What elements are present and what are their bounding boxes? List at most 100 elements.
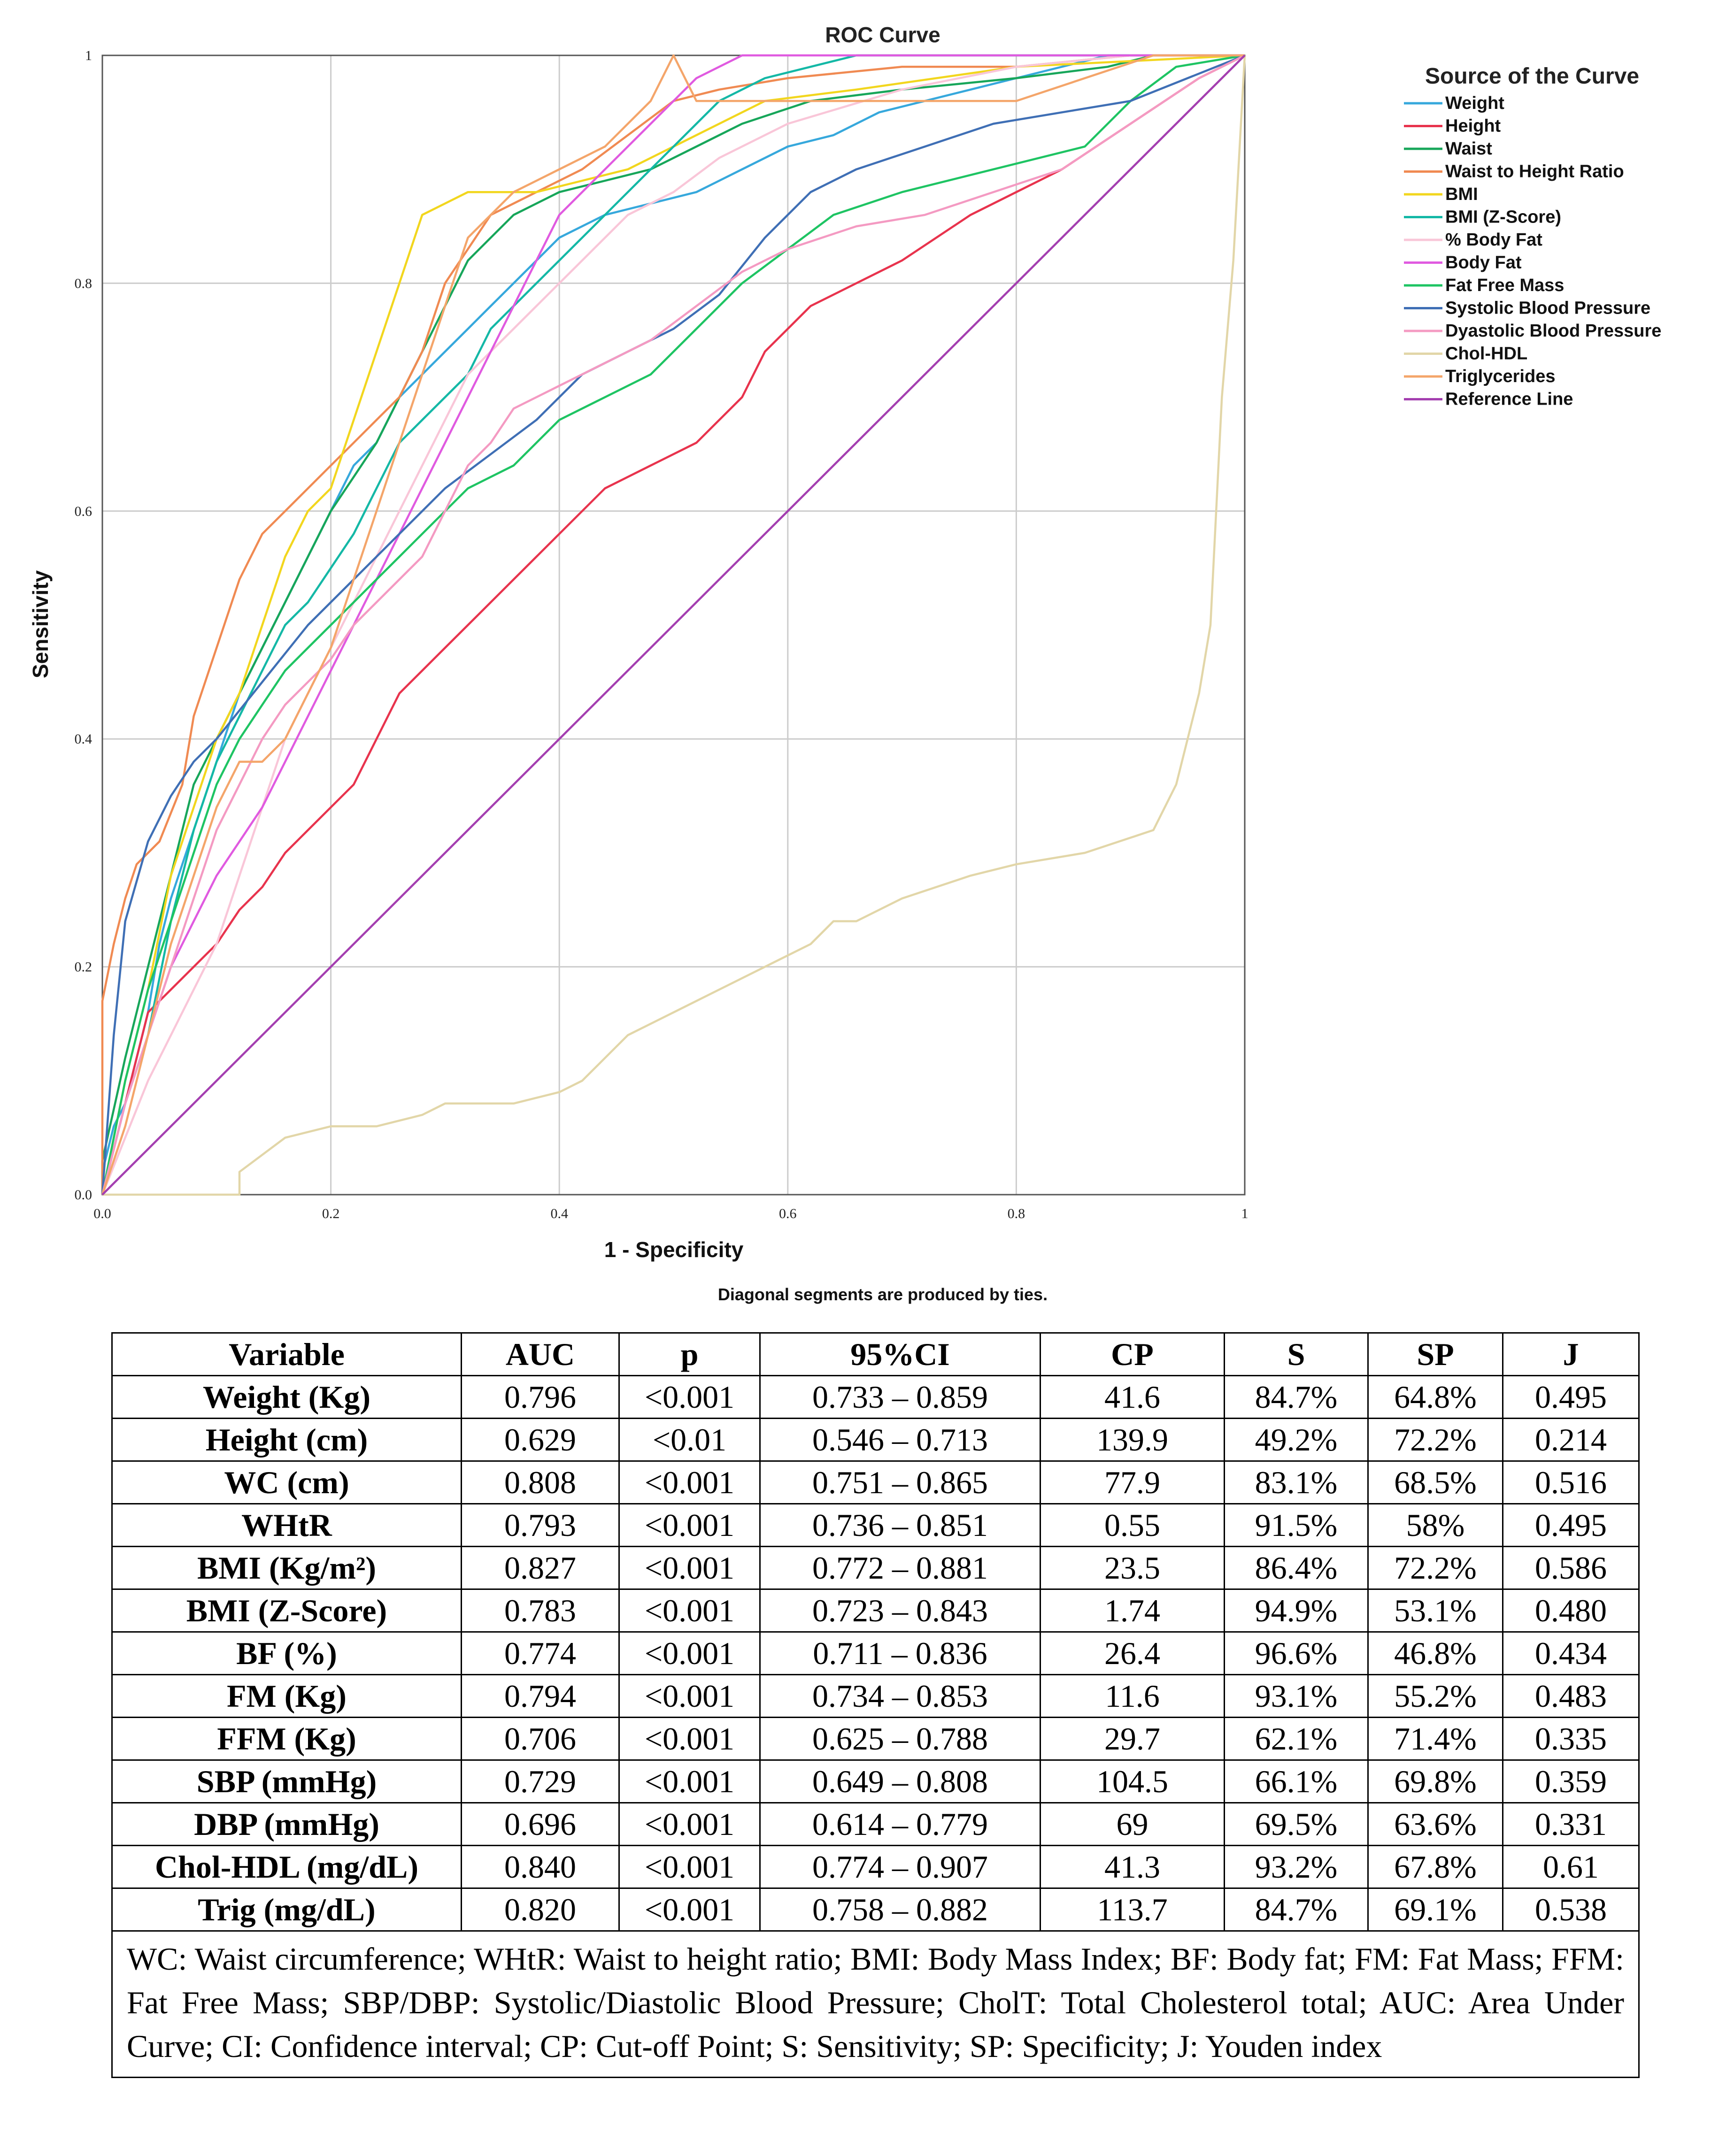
legend-label-reference-line: Reference Line [1445, 390, 1573, 409]
value-cell: 0.793 [461, 1503, 620, 1547]
table-row: Trig (mg/dL) 0.820 <0.001 0.758 – 0.882 113.… [111, 1887, 1640, 1932]
chart-title: ROC Curve [825, 23, 940, 47]
series-line-bmi-z-score [101, 54, 1245, 1195]
series-line-height [101, 54, 1246, 1195]
value-cell: 0.820 [461, 1887, 620, 1932]
table-row: FM (Kg) 0.794 <0.001 0.734 – 0.853 11.6 93.1%… [111, 1674, 1640, 1718]
variable-cell: Height (cm) [111, 1418, 462, 1462]
value-cell: 0.729 [461, 1759, 620, 1803]
legend-label-weight: Weight [1445, 93, 1504, 113]
legend-label-chol-hdl: Chol-HDL [1445, 344, 1527, 364]
legend-label-body-fat: Body Fat [1445, 253, 1522, 273]
header-cell: p [618, 1332, 761, 1376]
value-cell: 113.7 [1040, 1887, 1225, 1932]
value-cell: 0.359 [1502, 1759, 1640, 1803]
value-cell: 0.774 – 0.907 [759, 1845, 1041, 1889]
series-line-reference-line [101, 54, 1246, 1196]
value-cell: 0.614 – 0.779 [759, 1802, 1041, 1846]
legend-label-bmi: BMI [1445, 184, 1478, 204]
variable-cell: WC (cm) [111, 1460, 462, 1504]
legend-label-triglycerides: Triglycerides [1445, 367, 1555, 386]
value-cell: 0.711 – 0.836 [759, 1631, 1041, 1675]
y-tick-label: 0.2 [75, 959, 92, 975]
value-cell: <0.001 [618, 1674, 761, 1718]
series-line-weight [101, 54, 1245, 1195]
x-axis-label: 1 - Specificity [604, 1237, 744, 1262]
value-cell: 0.516 [1502, 1460, 1640, 1504]
series-line-body-fat [101, 54, 1245, 1195]
value-cell: 41.3 [1040, 1845, 1225, 1889]
value-cell: 83.1% [1224, 1460, 1369, 1504]
value-cell: 69.8% [1367, 1759, 1503, 1803]
y-tick-label: 1 [85, 48, 92, 63]
header-cell: SP [1367, 1332, 1503, 1376]
value-cell: <0.001 [618, 1887, 761, 1932]
variable-cell: Chol-HDL (mg/dL) [111, 1845, 462, 1889]
header-cell: 95%CI [759, 1332, 1041, 1376]
value-cell: <0.001 [618, 1845, 761, 1889]
series-line-fat-free-mass [101, 54, 1245, 1195]
legend-label-waist-to-height-ratio: Waist to Height Ratio [1445, 162, 1624, 182]
x-tick-label: 0.6 [779, 1206, 797, 1221]
value-cell: 72.2% [1367, 1418, 1503, 1462]
value-cell: 0.723 – 0.843 [759, 1588, 1041, 1633]
series-line-dyastolic-blood-pressure [101, 54, 1246, 1195]
value-cell: <0.001 [618, 1375, 761, 1419]
table-header-row: Variable AUC p 95%CI CP S SP J [111, 1332, 1640, 1376]
value-cell: 0.483 [1502, 1674, 1640, 1718]
value-cell: 93.1% [1224, 1674, 1369, 1718]
value-cell: <0.01 [618, 1418, 761, 1462]
value-cell: 0.214 [1502, 1418, 1640, 1462]
value-cell: 63.6% [1367, 1802, 1503, 1846]
series-line-systolic-blood-pressure [101, 54, 1245, 1195]
value-cell: 69.5% [1224, 1802, 1369, 1846]
variable-cell: BMI (Z-Score) [111, 1588, 462, 1633]
value-cell: 1.74 [1040, 1588, 1225, 1633]
value-cell: 64.8% [1367, 1375, 1503, 1419]
header-cell: CP [1040, 1332, 1225, 1376]
value-cell: 0.538 [1502, 1887, 1640, 1932]
variable-cell: BMI (Kg/m²) [111, 1546, 462, 1590]
series-line-body-fat [101, 54, 1245, 1195]
header-cell: J [1502, 1332, 1640, 1376]
value-cell: 0.61 [1502, 1845, 1640, 1889]
value-cell: 86.4% [1224, 1546, 1369, 1590]
header-cell: S [1224, 1332, 1369, 1376]
value-cell: <0.001 [618, 1717, 761, 1761]
table-row: FFM (Kg) 0.706 <0.001 0.625 – 0.788 29.7 62.1… [111, 1717, 1640, 1761]
value-cell: 0.696 [461, 1802, 620, 1846]
value-cell: 62.1% [1224, 1717, 1369, 1761]
variable-cell: Trig (mg/dL) [111, 1887, 462, 1932]
value-cell: 29.7 [1040, 1717, 1225, 1761]
value-cell: 0.625 – 0.788 [759, 1717, 1041, 1761]
legend-title: Source of the Curve [1425, 64, 1639, 89]
value-cell: 0.55 [1040, 1503, 1225, 1547]
value-cell: 84.7% [1224, 1887, 1369, 1932]
series-layer [101, 54, 1246, 1196]
variable-cell: DBP (mmHg) [111, 1802, 462, 1846]
value-cell: 0.331 [1502, 1802, 1640, 1846]
value-cell: 104.5 [1040, 1759, 1225, 1803]
value-cell: 0.706 [461, 1717, 620, 1761]
value-cell: 0.649 – 0.808 [759, 1759, 1041, 1803]
value-cell: 41.6 [1040, 1375, 1225, 1419]
value-cell: 69 [1040, 1802, 1225, 1846]
value-cell: 0.335 [1502, 1717, 1640, 1761]
x-tick-label: 0.4 [550, 1206, 568, 1221]
value-cell: 96.6% [1224, 1631, 1369, 1675]
variable-cell: WHtR [111, 1503, 462, 1547]
value-cell: <0.001 [618, 1546, 761, 1590]
variable-cell: SBP (mmHg) [111, 1759, 462, 1803]
value-cell: 69.1% [1367, 1887, 1503, 1932]
value-cell: 91.5% [1224, 1503, 1369, 1547]
variable-cell: BF (%) [111, 1631, 462, 1675]
value-cell: <0.001 [618, 1759, 761, 1803]
value-cell: 0.794 [461, 1674, 620, 1718]
series-line-triglycerides [101, 54, 1245, 1195]
value-cell: 139.9 [1040, 1418, 1225, 1462]
series-line-chol-hdl [102, 55, 1246, 1196]
value-cell: 0.840 [461, 1845, 620, 1889]
value-cell: <0.001 [618, 1588, 761, 1633]
x-tick-label: 0.2 [322, 1206, 340, 1221]
value-cell: 0.586 [1502, 1546, 1640, 1590]
